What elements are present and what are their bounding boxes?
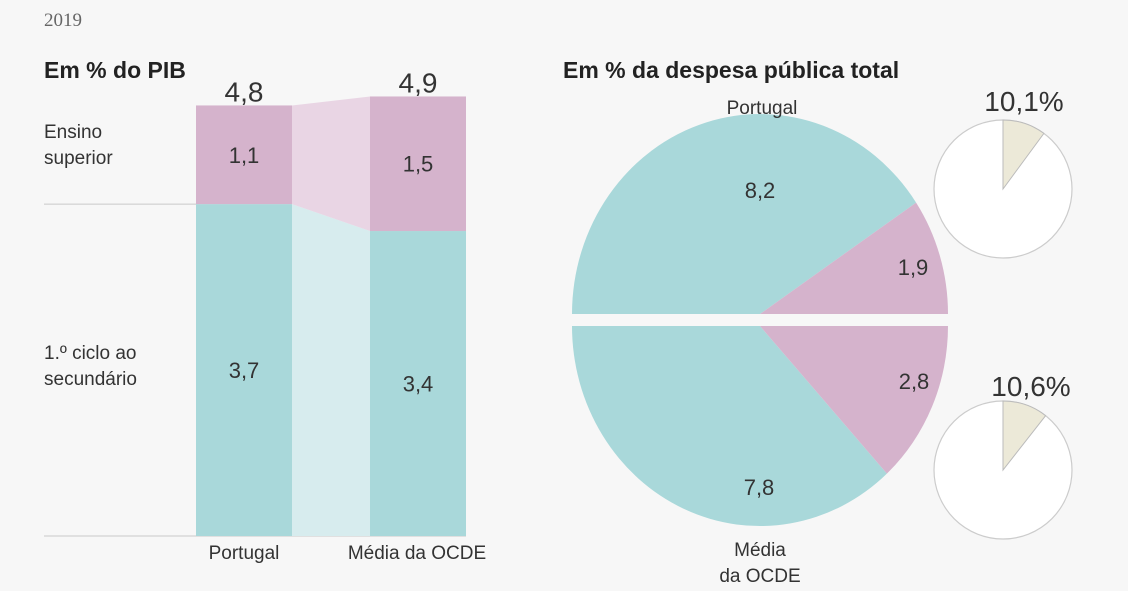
pie-value-ocde-basic: 7,8 — [744, 475, 775, 500]
pie-label-portugal: Portugal — [727, 98, 798, 119]
series-label-basic-line1: 1.º ciclo ao — [44, 343, 137, 364]
bar-ocde-higher — [370, 96, 466, 232]
bar-portugal-higher — [196, 105, 292, 205]
pie-value-portugal-basic: 8,2 — [745, 178, 776, 203]
pie-ocde-higher-slice — [760, 326, 948, 474]
share-slice-portugal — [1002, 119, 1045, 191]
year-label: 2019 — [44, 10, 82, 31]
value-label-ocde-higher: 1,5 — [403, 152, 434, 177]
share-label-portugal: 10,1% — [984, 86, 1063, 117]
pie-portugal-basic-slice — [572, 114, 917, 315]
category-label-portugal: Portugal — [209, 543, 280, 564]
value-label-portugal-basic: 3,7 — [229, 358, 260, 383]
series-label-basic-line2: secundário — [44, 369, 137, 390]
pie-value-ocde-higher: 2,8 — [899, 369, 930, 394]
pie-chart-title: Em % da despesa pública total — [563, 57, 899, 83]
bar-portugal-basic — [196, 204, 292, 537]
pie-portugal-higher-slice — [760, 202, 948, 314]
value-label-ocde-basic: 3,4 — [403, 372, 434, 397]
total-label-portugal: 4,8 — [225, 76, 264, 107]
category-label-ocde: Média da OCDE — [348, 543, 486, 564]
connector-higher — [292, 96, 370, 232]
series-label-higher-line2: superior — [44, 148, 113, 169]
value-label-portugal-higher: 1,1 — [229, 143, 260, 168]
bar-chart-title: Em % do PIB — [44, 57, 186, 83]
pie-label-ocde-line1: Média — [734, 540, 786, 561]
pie-value-portugal-higher: 1,9 — [898, 255, 929, 280]
connector-basic — [292, 204, 370, 537]
share-slice-ocde — [1002, 400, 1047, 472]
bar-ocde-basic — [370, 231, 466, 536]
total-label-ocde: 4,9 — [399, 67, 438, 98]
pie-label-ocde-line2: da OCDE — [719, 566, 800, 587]
series-label-higher-line1: Ensino — [44, 122, 102, 143]
pie-ocde-basic-slice — [572, 326, 887, 527]
share-label-ocde: 10,6% — [991, 371, 1070, 402]
